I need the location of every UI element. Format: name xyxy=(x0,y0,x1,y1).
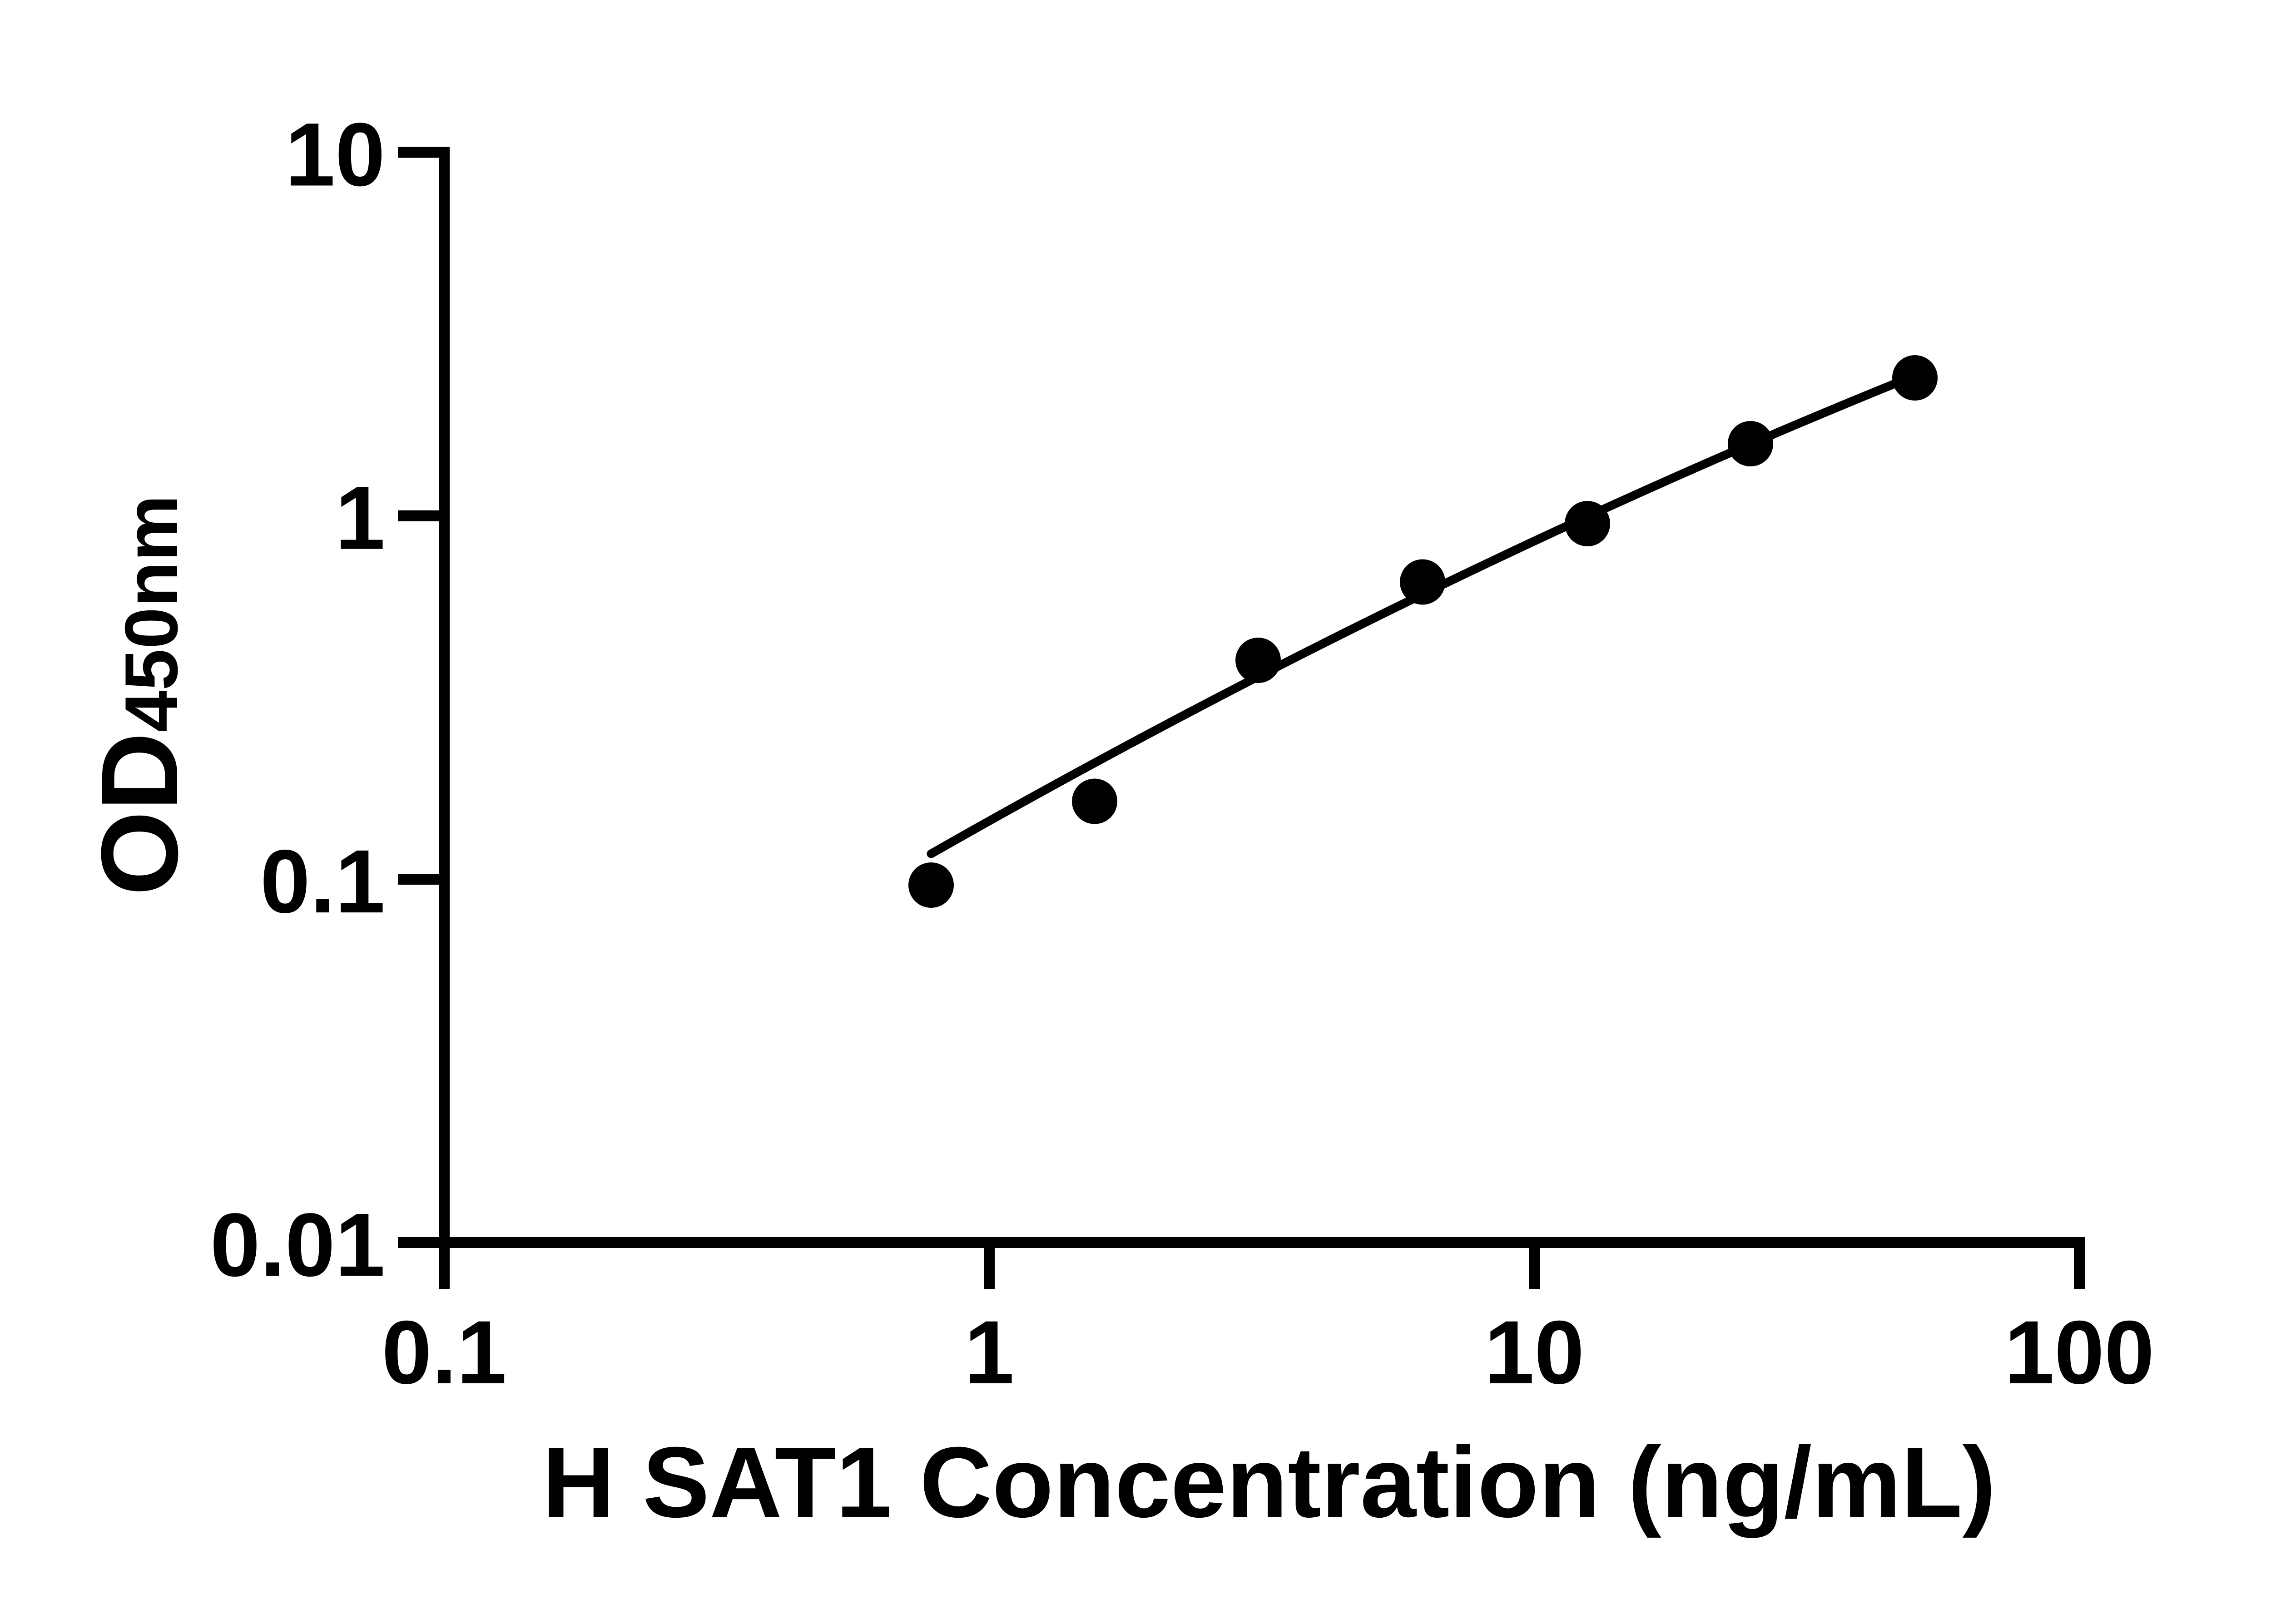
svg-text:1: 1 xyxy=(335,468,385,568)
svg-text:H SAT1 Concentration (ng/mL): H SAT1 Concentration (ng/mL) xyxy=(542,1426,1996,1538)
svg-text:0.01: 0.01 xyxy=(210,1194,385,1295)
svg-text:OD450nm: OD450nm xyxy=(79,495,200,896)
svg-text:1: 1 xyxy=(964,1302,1014,1402)
svg-text:10: 10 xyxy=(1484,1302,1584,1402)
svg-text:0.1: 0.1 xyxy=(382,1302,506,1402)
svg-text:100: 100 xyxy=(2004,1302,2154,1402)
svg-text:10: 10 xyxy=(285,104,385,205)
svg-text:0.1: 0.1 xyxy=(260,831,385,931)
